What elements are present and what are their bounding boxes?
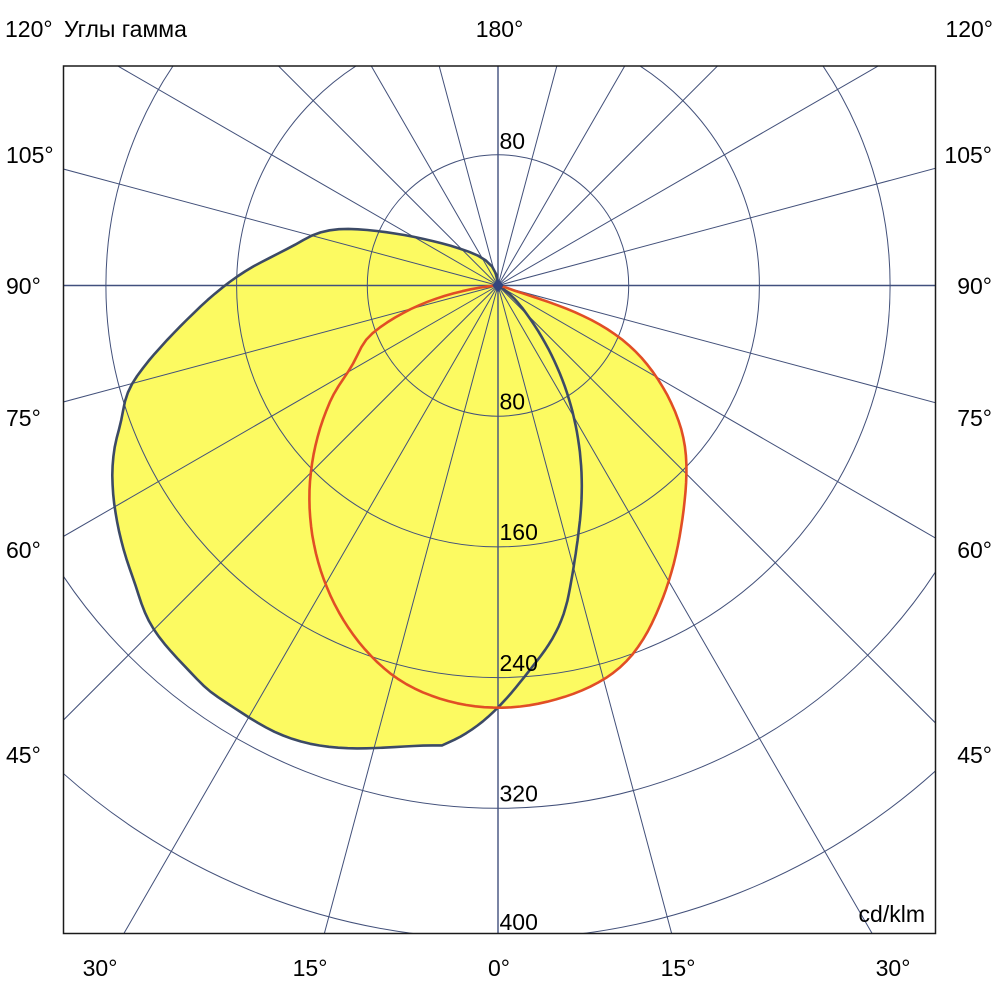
svg-text:320: 320 — [500, 781, 538, 807]
svg-text:90°: 90° — [957, 273, 992, 299]
svg-text:75°: 75° — [957, 405, 992, 431]
svg-text:105°: 105° — [944, 142, 992, 168]
svg-text:60°: 60° — [957, 537, 992, 563]
svg-text:cd/klm: cd/klm — [859, 901, 925, 927]
svg-text:45°: 45° — [957, 742, 992, 768]
svg-text:75°: 75° — [6, 405, 41, 431]
svg-text:30°: 30° — [83, 955, 118, 981]
svg-text:120°: 120° — [945, 16, 993, 42]
svg-text:30°: 30° — [876, 955, 911, 981]
svg-text:60°: 60° — [6, 537, 41, 563]
svg-text:Углы гамма: Углы гамма — [64, 16, 187, 42]
svg-text:15°: 15° — [293, 955, 328, 981]
svg-text:240: 240 — [500, 650, 538, 676]
svg-text:80: 80 — [500, 388, 526, 414]
svg-text:105°: 105° — [6, 142, 54, 168]
svg-text:45°: 45° — [6, 742, 41, 768]
svg-text:0°: 0° — [488, 955, 510, 981]
svg-text:120°: 120° — [5, 16, 53, 42]
svg-text:80: 80 — [500, 128, 526, 154]
svg-text:90°: 90° — [6, 273, 41, 299]
svg-text:400: 400 — [500, 909, 538, 935]
svg-text:160: 160 — [500, 519, 538, 545]
svg-text:180°: 180° — [476, 16, 524, 42]
svg-text:15°: 15° — [661, 955, 696, 981]
